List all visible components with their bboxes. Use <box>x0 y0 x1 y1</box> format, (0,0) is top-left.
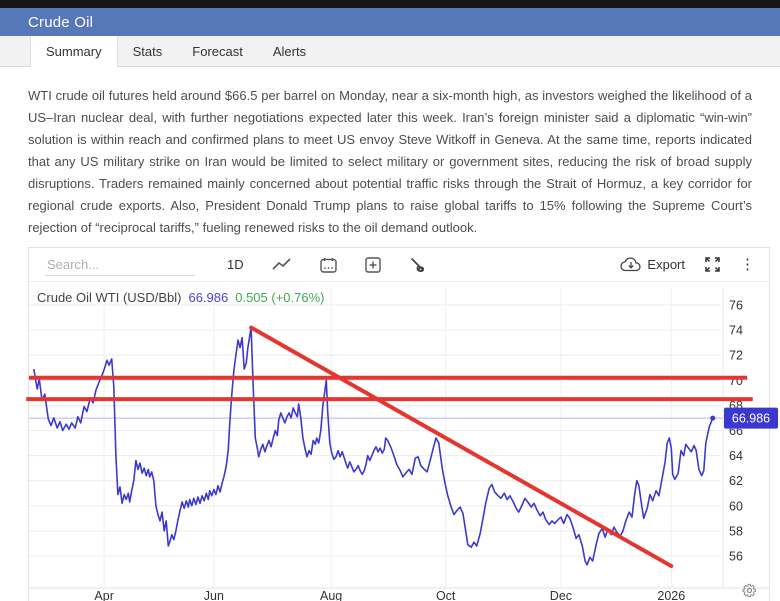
x-axis-tick-label: 2026 <box>657 589 685 601</box>
y-axis-tick-label: 58 <box>729 524 743 538</box>
more-options-icon[interactable]: ⋮ <box>740 256 755 273</box>
search-input[interactable] <box>45 253 195 276</box>
last-price-dot <box>710 415 716 421</box>
tools-icon[interactable] <box>409 257 425 273</box>
price-series-line <box>33 326 714 566</box>
y-axis-tick-label: 76 <box>729 298 743 312</box>
page-title: Crude Oil <box>28 13 94 31</box>
tab-bar: Summary Stats Forecast Alerts <box>0 36 780 67</box>
tab-alerts[interactable]: Alerts <box>272 43 307 59</box>
chart-toolbar: 1D Export <box>29 248 769 282</box>
last-price-badge-value: 66.986 <box>732 412 770 426</box>
last-price-badge <box>724 407 778 429</box>
tab-summary[interactable]: Summary <box>30 36 118 67</box>
export-cloud-icon <box>620 257 642 272</box>
chart-widget: 1D Export <box>26 247 778 601</box>
line-chart-icon[interactable] <box>272 257 292 272</box>
y-axis-tick-label: 62 <box>729 474 743 488</box>
y-axis-tick-label: 64 <box>729 449 743 463</box>
y-axis-tick-label: 56 <box>729 550 743 564</box>
chart-area[interactable]: 56 58 60 62 64 66 68 70 72 74 76 66.986 Apr Jun Aug Oct… <box>26 282 778 601</box>
app-header: Crude Oil <box>0 8 780 36</box>
summary-paragraph: WTI crude oil futures held around $66.5 … <box>28 88 752 235</box>
y-axis-tick-label: 74 <box>729 324 743 338</box>
tab-forecast[interactable]: Forecast <box>192 43 243 59</box>
y-axis-tick-label: 72 <box>729 349 743 363</box>
y-axis-tick-label: 60 <box>729 499 743 513</box>
add-indicator-icon[interactable] <box>364 256 381 273</box>
export-label: Export <box>647 257 685 272</box>
export-button[interactable]: Export <box>620 257 685 272</box>
x-axis-tick-label: Jun <box>204 589 224 601</box>
interval-selector[interactable]: 1D <box>227 257 244 272</box>
tab-stats[interactable]: Stats <box>132 43 163 59</box>
descending-trendline[interactable] <box>249 325 674 569</box>
x-axis-tick-label: Oct <box>436 589 456 601</box>
x-axis-tick-label: Dec <box>550 589 572 601</box>
chart-settings-gear-icon[interactable] <box>742 583 757 601</box>
x-axis-tick-label: Apr <box>94 589 113 601</box>
browser-top-strip <box>0 0 780 8</box>
fullscreen-icon[interactable] <box>705 257 720 272</box>
calendar-icon[interactable] <box>319 257 337 273</box>
x-axis-tick-label: Aug <box>320 589 342 601</box>
